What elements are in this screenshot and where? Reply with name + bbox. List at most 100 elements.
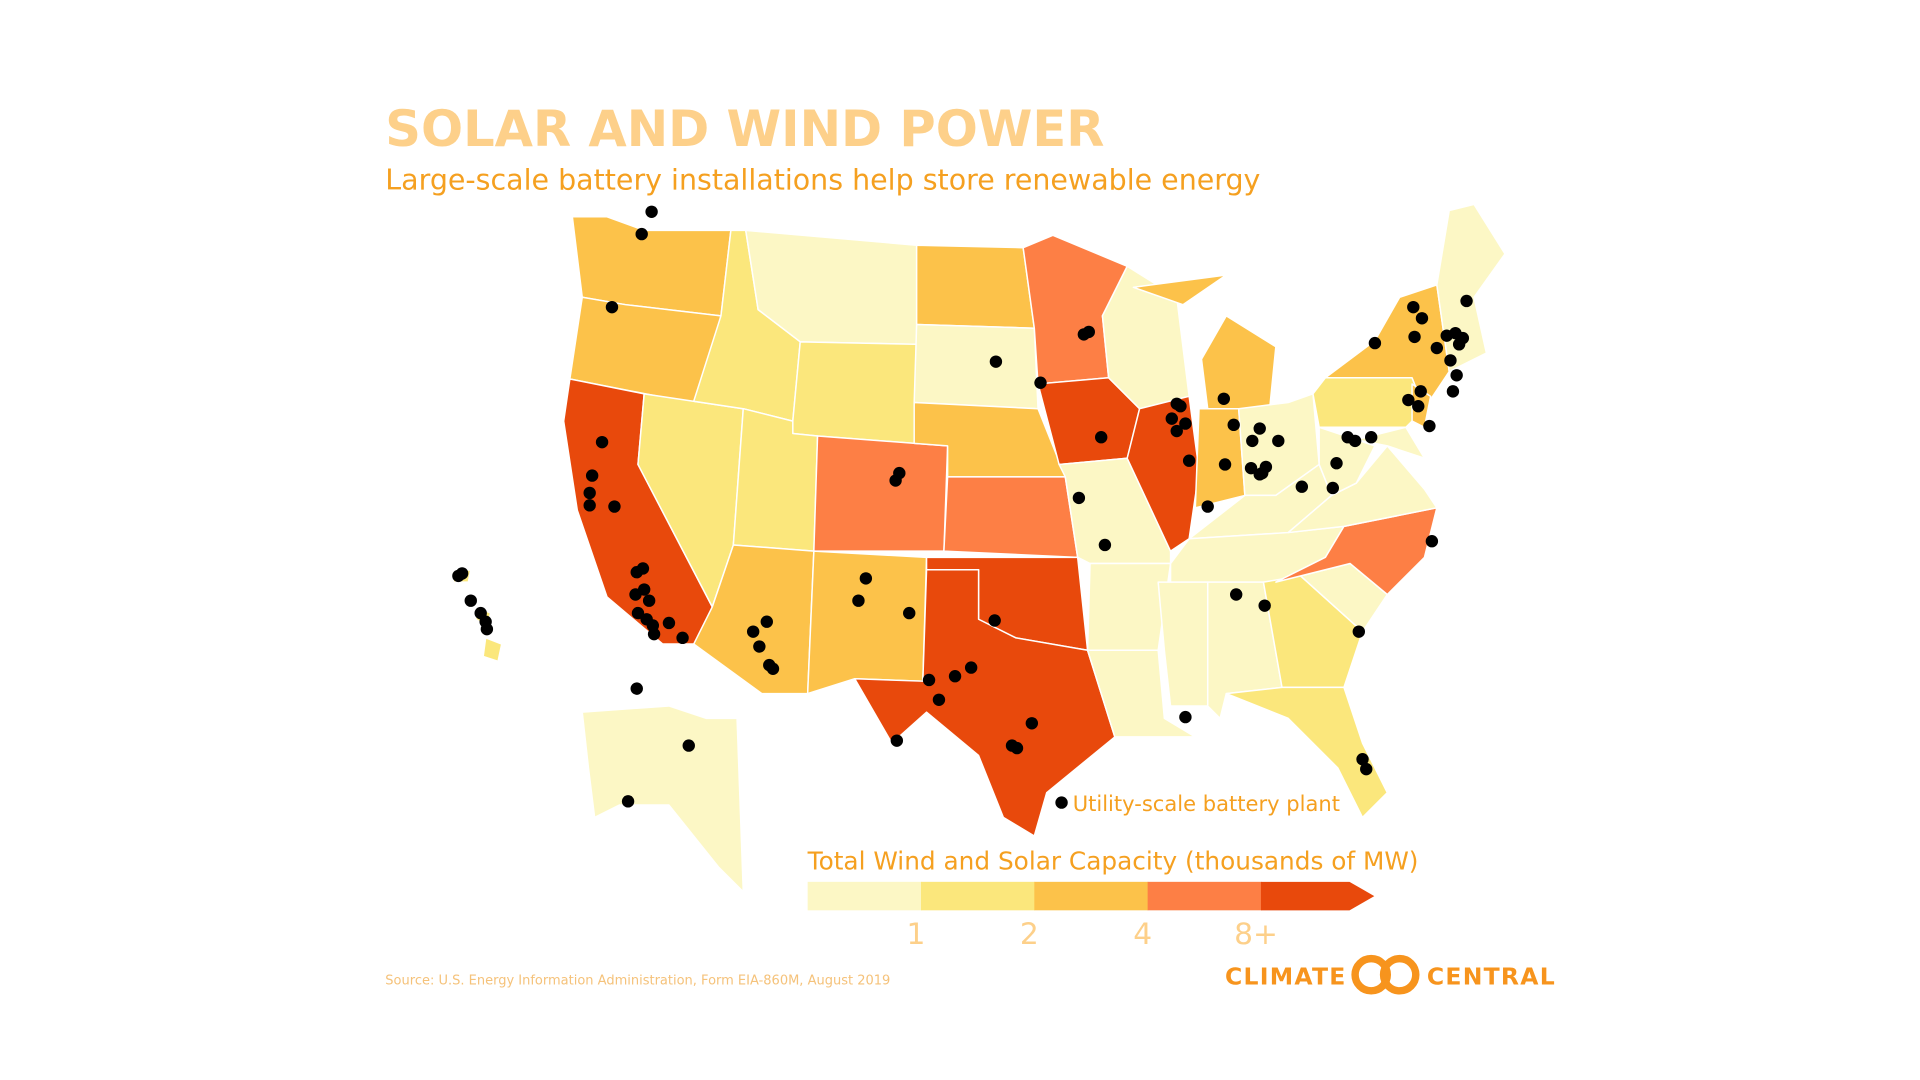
battery-plant: [1174, 400, 1187, 413]
battery-plant: [1444, 354, 1457, 367]
battery-plant: [621, 795, 635, 808]
battery-plant: [1010, 741, 1024, 755]
battery-plant: [760, 615, 773, 628]
state: [581, 705, 744, 893]
subtitle: Large-scale battery installations help s…: [385, 163, 1260, 196]
state: [1355, 426, 1426, 459]
battery-plant: [1098, 538, 1112, 552]
legend-tick-label: 1: [907, 917, 926, 952]
state: [1200, 315, 1277, 410]
battery-plant: [1407, 300, 1420, 314]
battery-plant: [1034, 376, 1047, 389]
battery-plant: [1330, 457, 1343, 470]
battery-plant: [1272, 434, 1285, 448]
state-map: [451, 203, 1506, 893]
battery-plant: [989, 355, 1003, 368]
state: [1225, 686, 1389, 819]
battery-plant: [1218, 458, 1232, 471]
battery-plant: [1179, 417, 1192, 430]
legend-tick-label: 2: [1020, 917, 1039, 952]
battery-plant: [922, 673, 936, 687]
battery-plant: [1352, 625, 1365, 638]
battery-plant: [662, 616, 676, 630]
battery-plant: [948, 670, 962, 683]
battery-plant: [630, 566, 643, 579]
state: [1086, 562, 1172, 651]
battery-plant: [608, 500, 621, 513]
battery-plant: [595, 435, 609, 449]
title: SOLAR AND WIND POWER: [385, 100, 1104, 158]
battery-plant: [1414, 385, 1427, 398]
battery-plant: [1246, 434, 1259, 448]
battery-plant: [859, 572, 873, 585]
battery-plant: [1259, 460, 1273, 474]
battery-plant: [1425, 535, 1439, 548]
legend-title: Total Wind and Solar Capacity (thousands…: [807, 846, 1419, 875]
battery-plant: [630, 682, 643, 695]
legend-tick-label: 4: [1133, 917, 1152, 952]
battery-plant: [1365, 431, 1378, 444]
state: [915, 244, 1036, 329]
state: [482, 637, 503, 663]
battery-plant: [1244, 461, 1258, 475]
state: [853, 568, 1116, 837]
battery-plant: [766, 662, 780, 675]
state: [1275, 507, 1438, 596]
battery-plant: [1025, 717, 1039, 730]
legend-swatch: [1260, 881, 1375, 911]
battery-plant: [1217, 392, 1230, 405]
color-legend: 1 2 4 8+: [807, 881, 1375, 952]
battery-plant: [903, 606, 916, 620]
battery-plant: [1230, 588, 1243, 601]
battery-plant: [1182, 454, 1196, 467]
marker-legend-dot: [1055, 796, 1068, 809]
battery-plant: [629, 588, 642, 601]
battery-plant: [753, 640, 766, 653]
battery-plant: [642, 594, 656, 607]
battery-plant: [1423, 419, 1436, 433]
source: Source: U.S. Energy Information Administ…: [385, 974, 890, 989]
marker-legend-label: Utility-scale battery plant: [1073, 791, 1340, 816]
battery-plant: [605, 300, 619, 314]
battery-plant: [1415, 312, 1429, 325]
battery-plant: [583, 499, 596, 512]
battery-plant: [452, 569, 465, 583]
battery-plant: [1348, 434, 1362, 448]
logo-ring: [1379, 954, 1420, 995]
legend-swatch: [920, 881, 1035, 911]
battery-plant: [1258, 599, 1271, 612]
battery-plant: [1227, 418, 1240, 432]
state: [913, 323, 1039, 410]
battery-plant: [1165, 412, 1178, 425]
logo-right: CENTRAL: [1427, 963, 1556, 991]
battery-plant: [676, 631, 689, 645]
battery-plant: [647, 627, 661, 641]
battery-plant: [631, 606, 645, 620]
legend-swatch: [1034, 881, 1149, 911]
battery-plant: [635, 227, 648, 241]
battery-plant: [1412, 400, 1425, 413]
battery-plant: [1295, 480, 1309, 493]
battery-plant: [1326, 481, 1339, 495]
battery-plant: [1072, 491, 1086, 505]
battery-plant: [464, 594, 477, 607]
battery-plant: [1095, 431, 1108, 444]
battery-plant: [852, 594, 865, 607]
logo-left: CLIMATE: [1225, 963, 1347, 991]
battery-plant: [988, 614, 1001, 627]
battery-plant: [890, 734, 904, 747]
legend-swatch: [807, 881, 922, 911]
battery-plant: [1170, 424, 1183, 438]
battery-plant: [1253, 422, 1266, 435]
battery-plant: [1450, 369, 1463, 382]
battery-plant: [1368, 336, 1382, 350]
battery-plant: [583, 486, 596, 500]
battery-plant: [480, 622, 494, 636]
state: [1436, 203, 1506, 373]
battery-plant: [1430, 341, 1444, 355]
battery-plant: [682, 739, 695, 752]
state: [1086, 649, 1197, 738]
battery-plant: [1179, 710, 1192, 724]
